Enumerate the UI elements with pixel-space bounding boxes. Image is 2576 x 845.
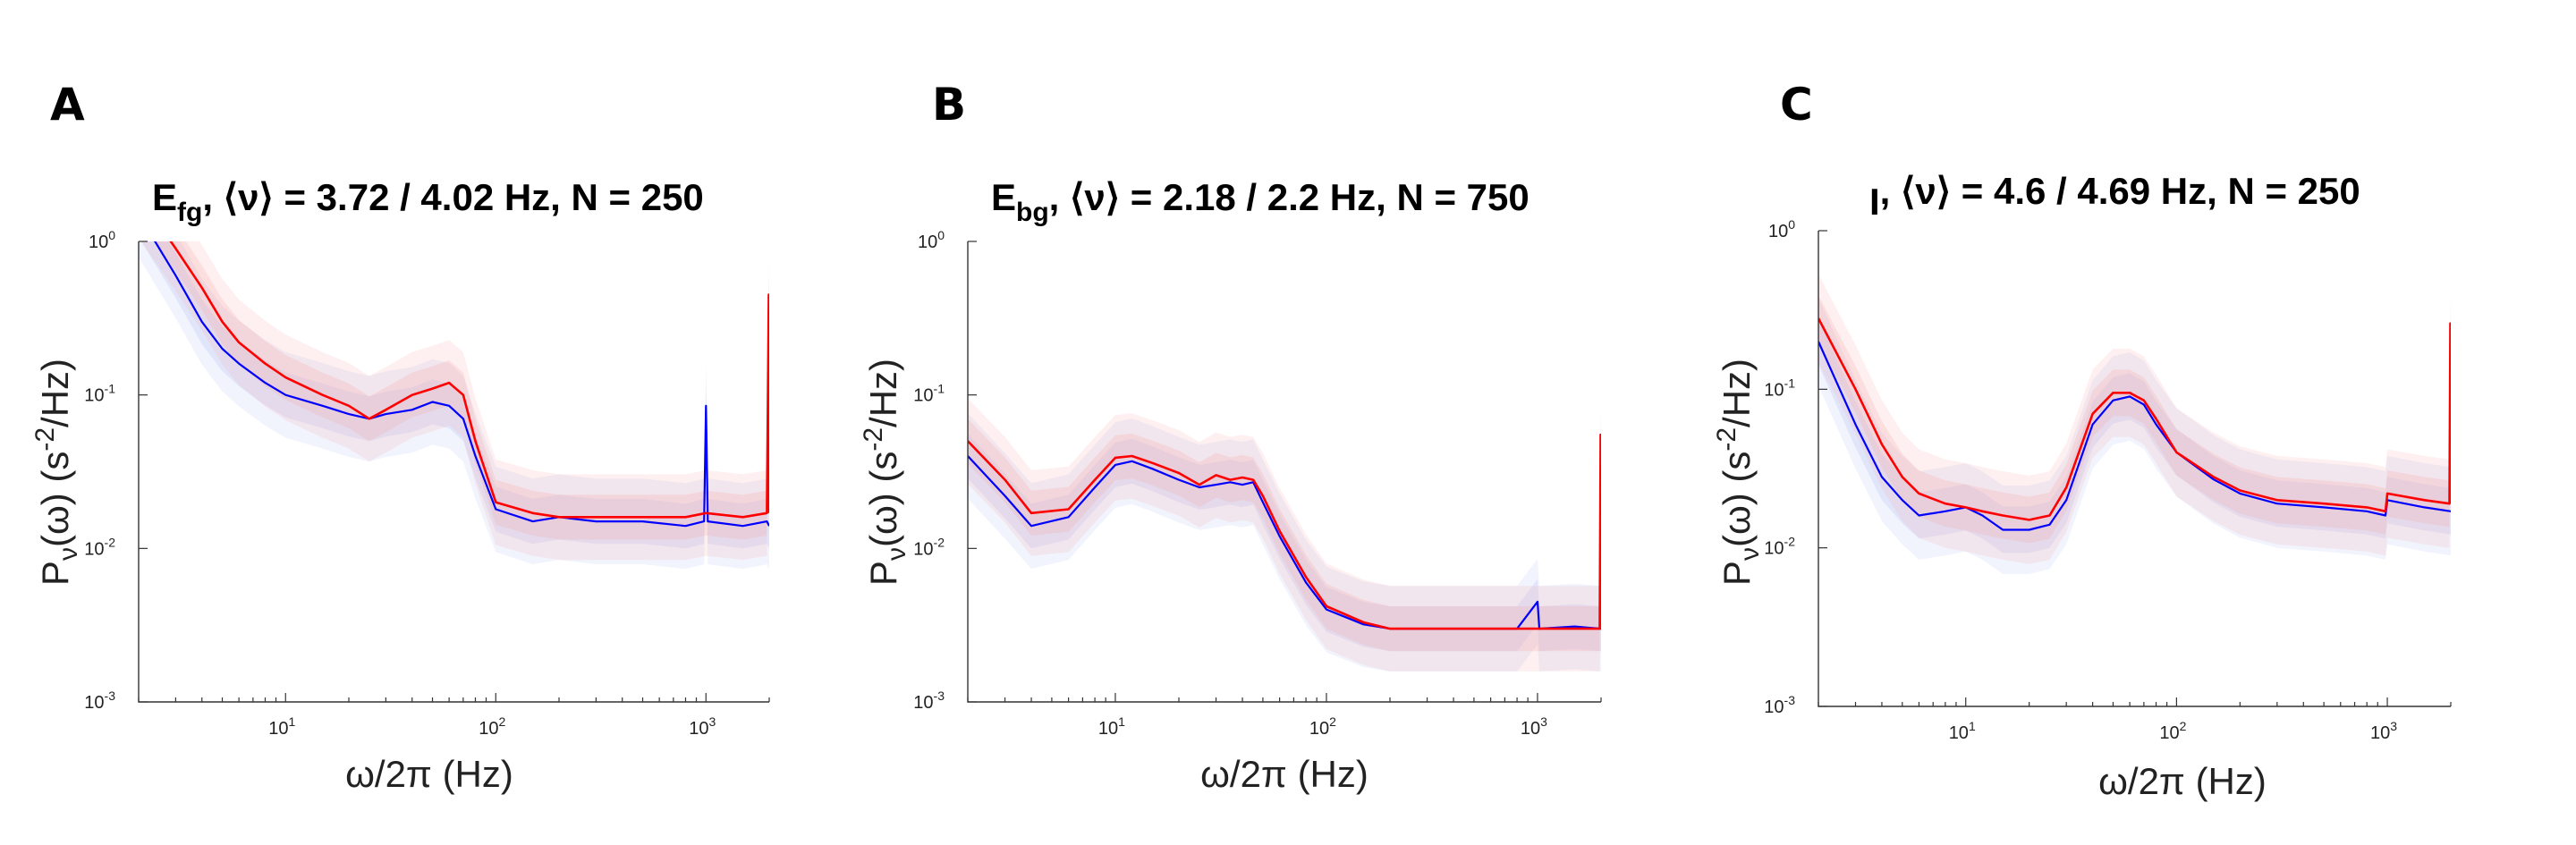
y-tick-label: 100 [918,228,945,252]
ylabel-p: P [1716,561,1758,586]
band-blue-1 [1818,318,2451,553]
y-tick-label: 10-2 [84,535,115,559]
title-panel-c: I, ⟨ν⟩ = 4.6 / 4.69 Hz, N = 250 [1869,170,2360,223]
y-tick-label: 100 [1768,217,1795,241]
ylabel-sub: ν [882,547,911,561]
x-tick-label: 102 [1309,714,1336,739]
panel-c: C I, ⟨ν⟩ = 4.6 / 4.69 Hz, N = 250 101 102… [1712,79,2452,802]
panel-label-b: B [932,79,966,131]
ylabel-c: Pν(ω) (s-2/Hz) [1712,359,1765,586]
title-rest: , ⟨ν⟩ = 2.18 / 2.2 Hz, N = 750 [1049,176,1530,218]
band-blue-1 [141,241,769,549]
ylabel-sub: ν [1735,547,1765,561]
ylabel-a: Pν(ω) (s-2/Hz) [30,359,83,586]
band-blue-0 [139,241,769,570]
ylabel-mid: (ω) (s [34,452,76,547]
panel-label-c: C [1780,79,1813,131]
plot-clip [139,241,769,570]
plot-area-c: 101 102 103 100 10-1 10-2 10-3 [1764,217,2452,743]
ylabel-end: /Hz) [1716,359,1758,427]
y-tick-label: 10-3 [1764,693,1795,717]
title-base: E [152,176,177,218]
ylabel-sup: -2 [1712,427,1741,452]
y-tick-label: 10-1 [1764,376,1795,400]
y-tick-label: 100 [89,228,115,252]
series-red [968,433,1601,630]
title-panel-b: Ebg, ⟨ν⟩ = 2.18 / 2.2 Hz, N = 750 [991,176,1530,227]
ylabel-mid: (ω) (s [1716,452,1758,547]
ylabel-end: /Hz) [862,359,904,427]
x-tick-label: 103 [1521,714,1547,739]
y-tick-label: 10-3 [84,689,115,713]
plot-clip [968,392,1601,672]
x-tick-label: 103 [689,714,716,739]
plot-clip [1818,274,2451,574]
series-red [1818,317,2451,521]
x-tick-label: 101 [268,714,295,739]
xlabel-c: ω/2π (Hz) [2098,760,2267,802]
x-tick-label: 102 [2159,719,2186,743]
title-rest: , ⟨ν⟩ = 3.72 / 4.02 Hz, N = 250 [202,176,703,218]
xlabel-a: ω/2π (Hz) [345,753,513,795]
y-tick-label: 10-1 [913,382,945,406]
ylabel-sup: -2 [859,427,888,452]
y-tick-label: 10-2 [1764,535,1795,559]
x-tick-label: 103 [2370,719,2397,743]
series-red [169,241,769,519]
panel-a: A Efg, ⟨ν⟩ = 3.72 / 4.02 Hz, N = 250 101… [30,79,770,795]
panel-label-a: A [50,79,85,131]
band-red-1 [968,412,1601,652]
y-tick-label: 10-3 [913,689,945,713]
title-base: I [1869,181,1880,223]
x-tick-label: 102 [479,714,505,739]
y-tick-label: 10-2 [913,535,945,559]
band-red-0 [140,241,769,561]
ylabel-mid: (ω) (s [862,452,904,547]
band-red-0 [1818,274,2451,564]
xlabel-b: ω/2π (Hz) [1200,753,1368,795]
ylabel-sub: ν [54,547,83,561]
band-red-1 [1818,295,2451,544]
title-sub: bg [1016,198,1049,227]
plot-area-b: 101 102 103 100 10-1 10-2 10-3 [913,228,1602,739]
panel-b: B Ebg, ⟨ν⟩ = 2.18 / 2.2 Hz, N = 750 101 1… [859,79,1602,795]
x-tick-label: 101 [1949,719,1976,743]
ylabel-sup: -2 [30,427,60,452]
ylabel-p: P [34,561,76,586]
band-blue-0 [968,413,1601,672]
series-blue [154,241,769,528]
title-panel-a: Efg, ⟨ν⟩ = 3.72 / 4.02 Hz, N = 250 [152,176,704,227]
title-sub: fg [177,198,202,227]
ylabel-p: P [862,561,904,586]
title-rest: , ⟨ν⟩ = 4.6 / 4.69 Hz, N = 250 [1880,170,2360,212]
x-tick-label: 101 [1098,714,1125,739]
series-blue [1818,341,2451,531]
ylabel-b: Pν(ω) (s-2/Hz) [859,359,911,586]
title-base: E [991,176,1016,218]
band-red-1 [155,241,769,540]
plot-area-a: 101 102 103 100 10-1 10-2 10-3 [84,228,770,739]
band-blue-1 [968,433,1601,652]
ylabel-end: /Hz) [34,359,76,427]
y-tick-label: 10-1 [84,382,115,406]
